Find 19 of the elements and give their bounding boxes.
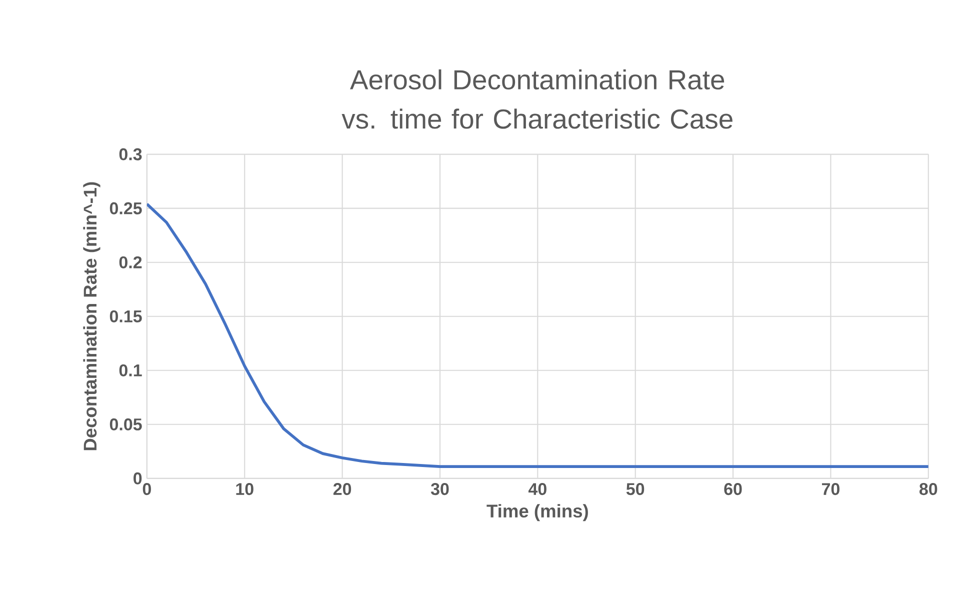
y-tick-label: 0.2 — [119, 256, 142, 268]
x-tick-label: 10 — [236, 483, 254, 496]
x-tick-label: 60 — [724, 483, 742, 496]
y-tick-label: 0.1 — [119, 364, 142, 376]
y-tick-label: 0.25 — [110, 202, 142, 214]
y-axis-title: Decontamination Rate (min^-1) — [83, 182, 100, 450]
x-tick-label: 50 — [626, 483, 644, 496]
y-tick-label: 0.05 — [110, 418, 142, 430]
x-tick-label: 80 — [919, 483, 938, 496]
y-tick-label: 0 — [134, 472, 142, 484]
x-tick-label: 40 — [528, 483, 546, 496]
y-tick-label: 0.15 — [110, 310, 142, 322]
x-axis-title: Time (mins) — [486, 504, 588, 522]
y-tick-label: 0.3 — [119, 148, 142, 160]
chart-title: Aerosol Decontamination Rate vs. time for Characteristic Case — [342, 69, 732, 129]
x-tick-label: 70 — [822, 483, 840, 496]
x-tick-label: 20 — [333, 483, 352, 496]
x-tick-label: 0 — [142, 483, 151, 496]
x-tick-label: 30 — [430, 483, 449, 496]
